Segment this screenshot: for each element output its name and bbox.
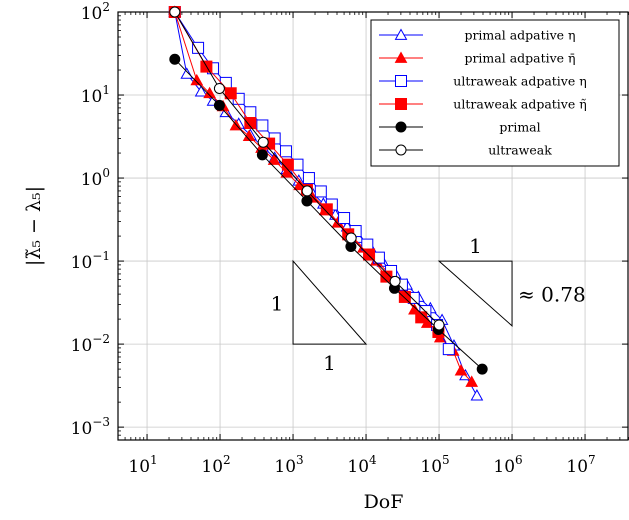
legend: primal adpative η primal adpative η̄ ultra… bbox=[370, 19, 620, 167]
x-tick-label: 101 bbox=[128, 453, 157, 477]
data-point bbox=[169, 6, 181, 18]
y-tick-label: 10−2 bbox=[71, 332, 110, 356]
legend-marker bbox=[395, 121, 407, 133]
legend-entry-5: ultraweak bbox=[379, 143, 552, 158]
slope-triangle bbox=[292, 259, 368, 345]
data-point bbox=[279, 145, 292, 158]
data-point bbox=[169, 53, 181, 65]
data-point bbox=[320, 203, 333, 216]
y-tick-label: 10−3 bbox=[71, 415, 110, 439]
data-point bbox=[244, 106, 257, 119]
slope-label-vertical: 1 bbox=[271, 292, 284, 316]
legend-entry-4: primal bbox=[379, 120, 541, 135]
legend-label: ultraweak adpative η bbox=[453, 74, 586, 89]
data-point bbox=[380, 270, 393, 283]
legend-box bbox=[370, 19, 620, 167]
data-point bbox=[470, 389, 484, 401]
series-2 bbox=[168, 6, 455, 356]
y-tick-label: 100 bbox=[81, 166, 110, 190]
legend-entry-3: ultraweak adpative η̃ bbox=[379, 97, 587, 112]
axes: 101 102 103 104 105 106 107 102 101 100 10−1 10−2 10… bbox=[71, 0, 629, 477]
x-tick-label: 102 bbox=[201, 453, 230, 477]
plot-frame bbox=[117, 11, 629, 441]
data-point bbox=[242, 129, 256, 142]
data-point bbox=[180, 67, 194, 79]
x-tick-label: 105 bbox=[420, 453, 449, 477]
data-point bbox=[213, 99, 225, 111]
data-point bbox=[398, 290, 411, 303]
data-point bbox=[267, 153, 281, 165]
data-point bbox=[244, 117, 257, 130]
series-5 bbox=[169, 6, 445, 331]
y-tick-label: 102 bbox=[81, 0, 110, 24]
x-tick-label: 106 bbox=[493, 453, 522, 477]
legend-label: primal adpative η̄ bbox=[464, 51, 575, 66]
data-point bbox=[257, 136, 269, 148]
data-point bbox=[256, 119, 269, 132]
data-point bbox=[213, 82, 225, 94]
series-line bbox=[174, 58, 483, 370]
x-tick-label: 104 bbox=[347, 453, 377, 477]
y-axis-label: |λ̃₅ − λ₅| bbox=[23, 186, 45, 266]
y-tick-label: 101 bbox=[81, 83, 110, 107]
data-point bbox=[454, 364, 468, 376]
x-tick-label: 103 bbox=[274, 453, 303, 477]
data-point bbox=[415, 311, 428, 324]
legend-entry-0: primal adpative η bbox=[379, 28, 576, 43]
slope-label-horizontal: 1 bbox=[469, 234, 482, 258]
data-point bbox=[389, 275, 401, 287]
legend-entry-1: primal adpative η̄ bbox=[379, 51, 576, 66]
legend-label: ultraweak adpative η̃ bbox=[453, 97, 586, 112]
data-point bbox=[301, 195, 313, 207]
legend-marker bbox=[395, 144, 407, 156]
x-axis-label: DoF bbox=[364, 491, 404, 513]
data-point bbox=[224, 87, 237, 100]
slope-triangles: 1 1 1 ≈ 0.78 bbox=[271, 234, 586, 375]
legend-label: primal adpative η bbox=[464, 28, 575, 43]
series-group bbox=[168, 5, 488, 401]
x-tick-label: 107 bbox=[566, 453, 595, 477]
data-point bbox=[314, 185, 327, 198]
data-point bbox=[433, 319, 445, 331]
data-point bbox=[190, 73, 204, 86]
slope-label-vertical: ≈ 0.78 bbox=[518, 282, 586, 306]
legend-marker bbox=[395, 98, 407, 110]
slope-triangle bbox=[437, 260, 513, 327]
data-point bbox=[442, 343, 455, 356]
legend-label: ultraweak bbox=[488, 143, 552, 158]
data-point bbox=[302, 172, 315, 185]
data-point bbox=[363, 248, 376, 261]
legend-marker bbox=[394, 28, 408, 40]
data-point bbox=[301, 185, 313, 197]
data-point bbox=[465, 375, 479, 387]
data-point bbox=[256, 149, 268, 161]
data-point bbox=[338, 212, 351, 225]
legend-marker bbox=[395, 75, 407, 87]
data-point bbox=[345, 232, 357, 244]
data-point bbox=[476, 363, 488, 375]
data-point bbox=[192, 41, 205, 54]
data-point bbox=[280, 166, 294, 178]
legend-label: primal bbox=[499, 120, 540, 135]
legend-entry-2: ultraweak adpative η bbox=[379, 74, 587, 89]
legend-marker bbox=[394, 51, 408, 63]
slope-label-horizontal: 1 bbox=[323, 351, 336, 375]
y-tick-label: 10−1 bbox=[71, 249, 110, 273]
data-point bbox=[194, 85, 208, 97]
